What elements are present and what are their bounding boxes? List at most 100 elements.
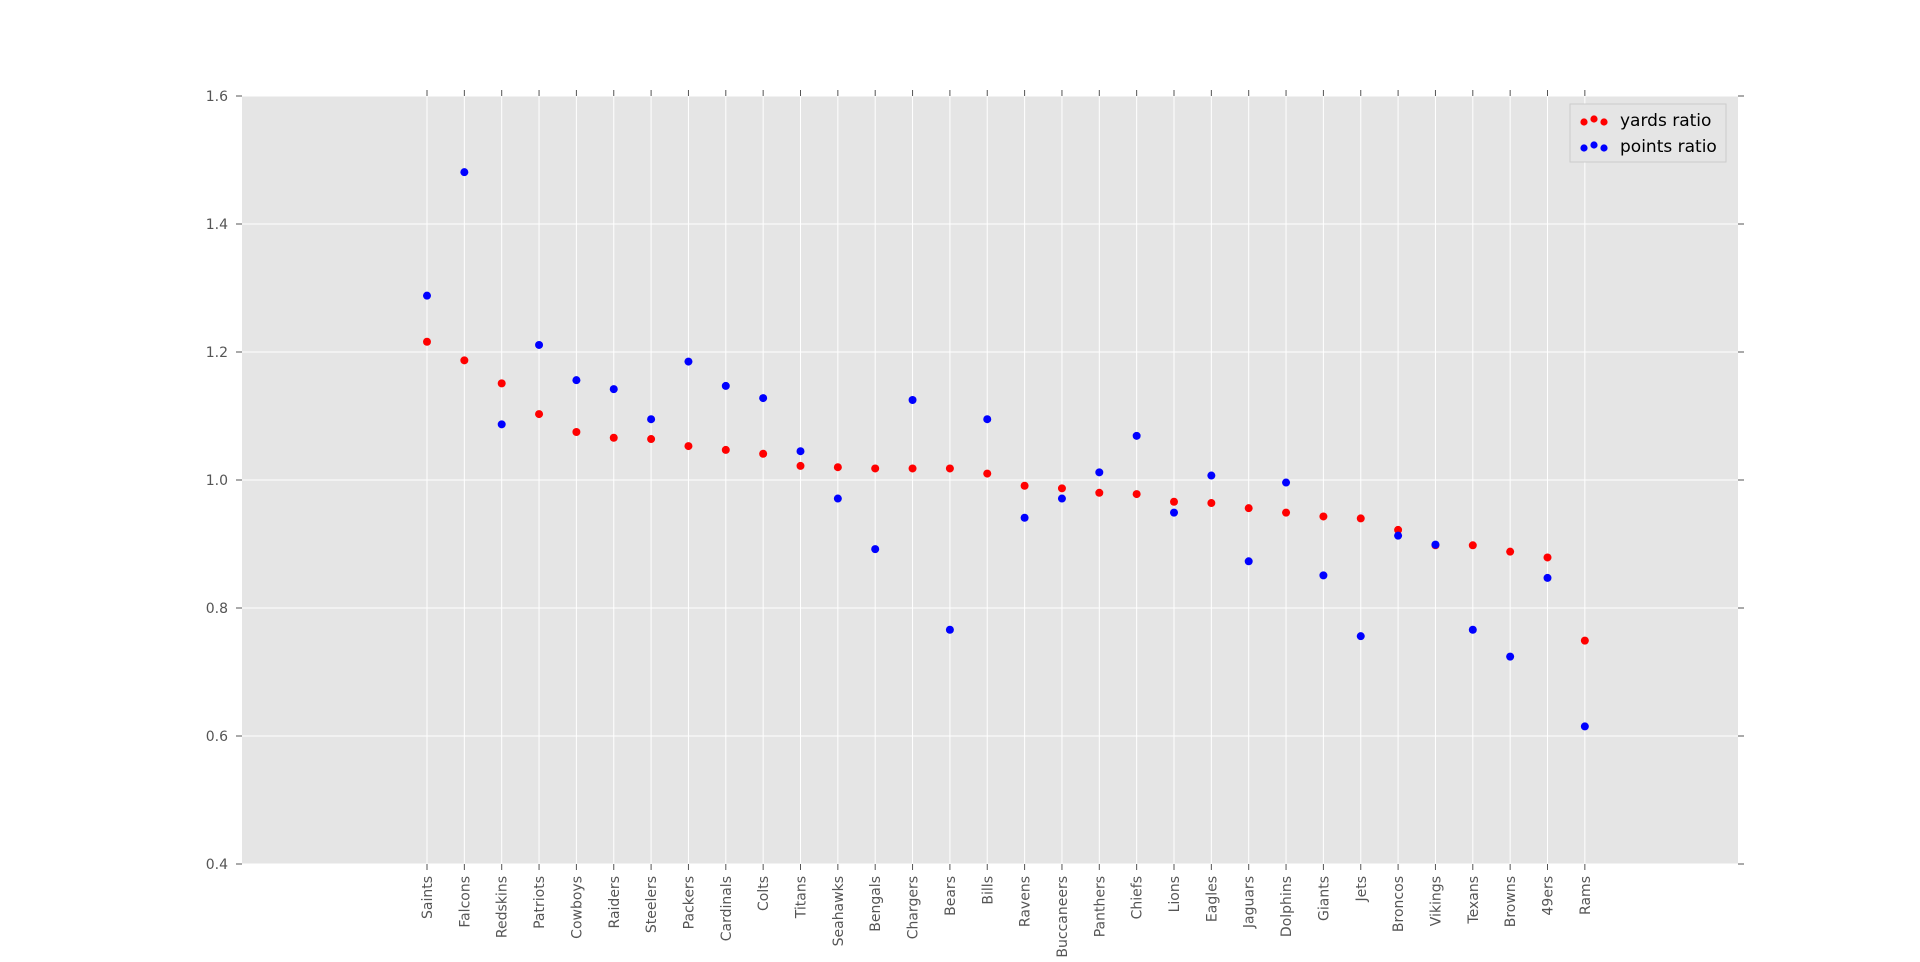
legend-entry: yards ratio — [1580, 111, 1711, 131]
data-point — [833, 463, 842, 472]
x-tick-label: Steelers — [644, 876, 660, 933]
x-tick-label: Vikings — [1428, 876, 1444, 926]
x-tick-label: Chargers — [906, 876, 922, 939]
data-point — [945, 464, 954, 473]
data-point — [1356, 632, 1365, 641]
x-tick-label: Jets — [1354, 876, 1370, 903]
x-tick-label: Redskins — [495, 876, 511, 938]
data-point — [423, 291, 431, 300]
data-point — [1095, 488, 1104, 497]
data-point — [1057, 494, 1066, 503]
series-yards-ratio — [423, 337, 1589, 645]
legend-marker — [1580, 144, 1588, 152]
data-point — [535, 340, 544, 349]
x-tick-label: Falcons — [457, 876, 473, 928]
data-point — [1543, 553, 1552, 562]
data-point — [1319, 571, 1328, 580]
data-point — [535, 410, 544, 419]
x-tick-label: Raiders — [607, 876, 623, 928]
x-tick-label: Giants — [1316, 876, 1332, 921]
data-point — [647, 435, 656, 444]
data-point — [497, 420, 506, 429]
x-tick-label: Buccaneers — [1055, 876, 1071, 958]
x-tick-label: Saints — [420, 876, 436, 919]
data-point — [1132, 490, 1141, 499]
legend-box — [1569, 103, 1727, 163]
x-tick-label: Bills — [980, 876, 996, 905]
data-point — [1282, 508, 1291, 517]
data-point — [460, 356, 469, 365]
data-point — [871, 464, 880, 473]
data-point — [908, 396, 917, 404]
data-point — [1282, 478, 1291, 487]
x-tick-label: Dolphins — [1279, 876, 1295, 937]
legend-entry: points ratio — [1580, 137, 1717, 157]
x-tick-label: Cowboys — [569, 876, 585, 939]
x-tick-label: Browns — [1503, 876, 1519, 927]
x-tick-label: Ravens — [1018, 876, 1034, 927]
data-point — [609, 385, 618, 394]
grid-lines — [242, 95, 1738, 865]
data-point — [1170, 508, 1178, 517]
data-point — [460, 168, 469, 177]
data-point — [1394, 525, 1403, 534]
data-point — [796, 461, 805, 470]
data-point — [908, 464, 917, 473]
data-point — [647, 415, 656, 424]
data-point — [1057, 484, 1066, 493]
y-tick-label: 1.4 — [206, 217, 228, 233]
y-tick-label: 0.6 — [206, 729, 228, 745]
data-point — [1244, 504, 1253, 513]
data-point — [1207, 471, 1216, 480]
y-tick-label: 0.8 — [206, 601, 228, 617]
data-point — [1468, 625, 1477, 634]
data-point — [1356, 514, 1365, 523]
data-point — [1244, 557, 1253, 566]
legend: yards ratio points ratio — [1569, 103, 1727, 163]
x-tick-label: 49ers — [1541, 876, 1557, 915]
legend-marker — [1580, 118, 1588, 126]
x-tick-label: Rams — [1578, 876, 1594, 915]
x-tick-label: Texans — [1466, 876, 1482, 925]
data-point — [983, 415, 992, 424]
x-tick-label: Seahawks — [831, 876, 847, 946]
axis-ticks — [236, 90, 1744, 870]
legend-label: points ratio — [1620, 137, 1717, 157]
legend-marker — [1600, 144, 1608, 152]
legend-label: yards ratio — [1620, 111, 1711, 131]
data-point — [609, 433, 618, 442]
legend-marker — [1590, 141, 1598, 149]
data-point — [1580, 636, 1589, 645]
data-point — [721, 381, 730, 390]
data-point — [572, 376, 581, 385]
data-point — [1431, 540, 1440, 549]
x-tick-label: Patriots — [532, 876, 548, 929]
y-tick-label: 1.6 — [206, 89, 228, 105]
data-point — [983, 469, 992, 478]
x-tick-label: Titans — [794, 876, 810, 919]
x-tick-label: Jaguars — [1242, 876, 1258, 929]
x-tick-label: Colts — [756, 876, 772, 911]
series-points-ratio — [423, 168, 1589, 731]
data-point — [721, 445, 730, 454]
y-axis-tick-labels: 0.4 0.6 0.8 1.0 1.2 1.4 1.6 — [206, 89, 228, 873]
data-point — [871, 545, 880, 554]
data-point — [497, 379, 506, 388]
data-point — [572, 428, 581, 436]
data-point — [945, 625, 954, 634]
x-tick-label: Broncos — [1391, 876, 1407, 932]
data-point — [1506, 652, 1515, 661]
legend-marker — [1590, 115, 1598, 123]
data-point — [796, 447, 805, 456]
x-tick-label: Chiefs — [1130, 876, 1146, 919]
data-point — [759, 394, 768, 403]
y-tick-label: 1.2 — [206, 345, 228, 361]
data-point — [1394, 531, 1403, 540]
data-point — [1543, 573, 1552, 582]
data-point — [1207, 499, 1216, 508]
data-point — [833, 494, 842, 503]
data-point — [1506, 547, 1515, 556]
x-tick-label: Eagles — [1204, 876, 1220, 922]
